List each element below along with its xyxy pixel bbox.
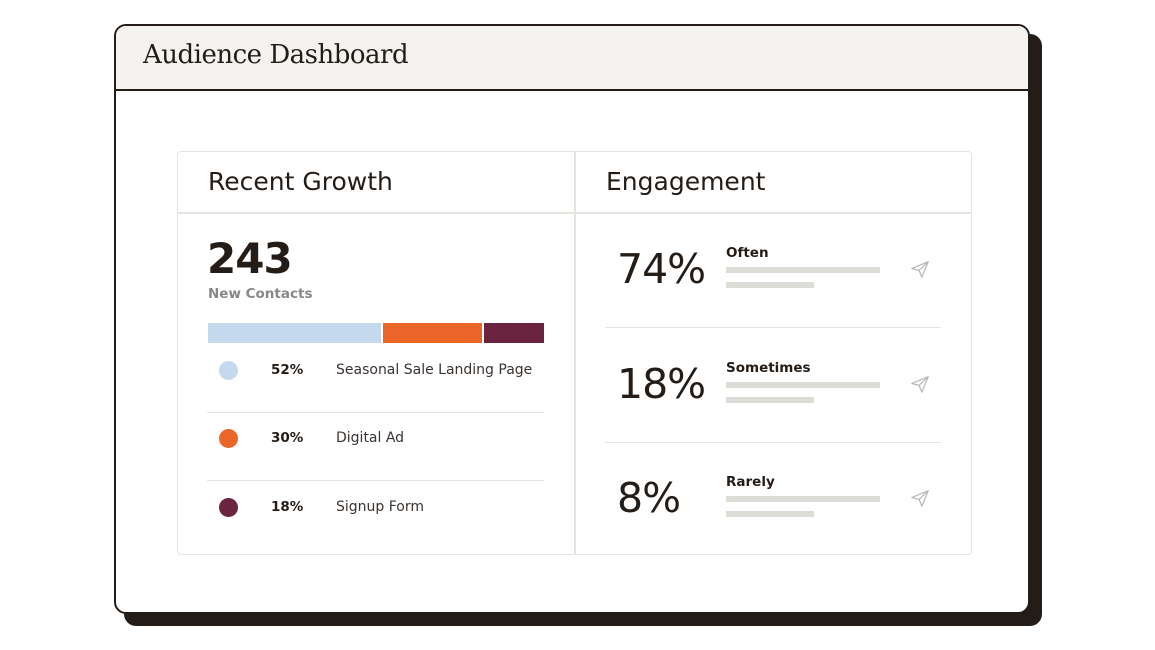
placeholder-bar (726, 511, 814, 517)
send-icon[interactable] (909, 258, 931, 280)
stacked-bar-segment-digital-ad (382, 323, 483, 343)
engagement-title: Engagement (606, 167, 766, 196)
source-percent: 52% (271, 362, 304, 378)
engagement-label: Sometimes (726, 360, 811, 376)
source-row-seasonal-sale: 52% Seasonal Sale Landing Page (207, 344, 544, 413)
placeholder-bar (726, 382, 880, 388)
send-icon[interactable] (909, 487, 931, 509)
placeholder-bar (726, 496, 880, 502)
source-percent: 18% (271, 499, 304, 515)
window-title: Audience Dashboard (143, 40, 409, 70)
new-contacts-label: New Contacts (208, 286, 313, 302)
source-label: Signup Form (336, 499, 425, 515)
card-column-divider (574, 152, 576, 554)
stacked-bar-segment-seasonal-sale (208, 323, 381, 343)
source-color-dot (219, 429, 238, 448)
source-row-signup-form: 18% Signup Form (207, 481, 544, 549)
placeholder-bar (726, 267, 880, 273)
send-icon[interactable] (909, 373, 931, 395)
stacked-bar-segment-signup-form (484, 323, 544, 343)
placeholder-bar (726, 282, 814, 288)
engagement-percent: 74% (617, 245, 706, 293)
engagement-percent: 18% (617, 360, 706, 408)
engagement-row-often: 74% Often (605, 213, 941, 328)
placeholder-bar (726, 397, 814, 403)
dashboard-window: Audience Dashboard Recent Growth 243 New… (114, 24, 1030, 614)
source-percent: 30% (271, 430, 304, 446)
source-row-digital-ad: 30% Digital Ad (207, 412, 544, 481)
source-color-dot (219, 498, 238, 517)
engagement-row-sometimes: 18% Sometimes (605, 328, 941, 443)
source-label: Digital Ad (336, 430, 405, 446)
card-header-divider (178, 212, 971, 214)
engagement-label: Rarely (726, 474, 775, 490)
window-header: Audience Dashboard (116, 26, 1028, 91)
new-contacts-count: 243 (207, 234, 293, 283)
engagement-percent: 8% (617, 474, 681, 522)
source-label: Seasonal Sale Landing Page (336, 362, 533, 378)
source-color-dot (219, 361, 238, 380)
recent-growth-title: Recent Growth (208, 167, 393, 196)
growth-stacked-bar (208, 323, 544, 343)
stats-card: Recent Growth 243 New Contacts 52% Seaso… (177, 151, 972, 555)
engagement-row-rarely: 8% Rarely (605, 442, 941, 556)
engagement-label: Often (726, 245, 769, 261)
